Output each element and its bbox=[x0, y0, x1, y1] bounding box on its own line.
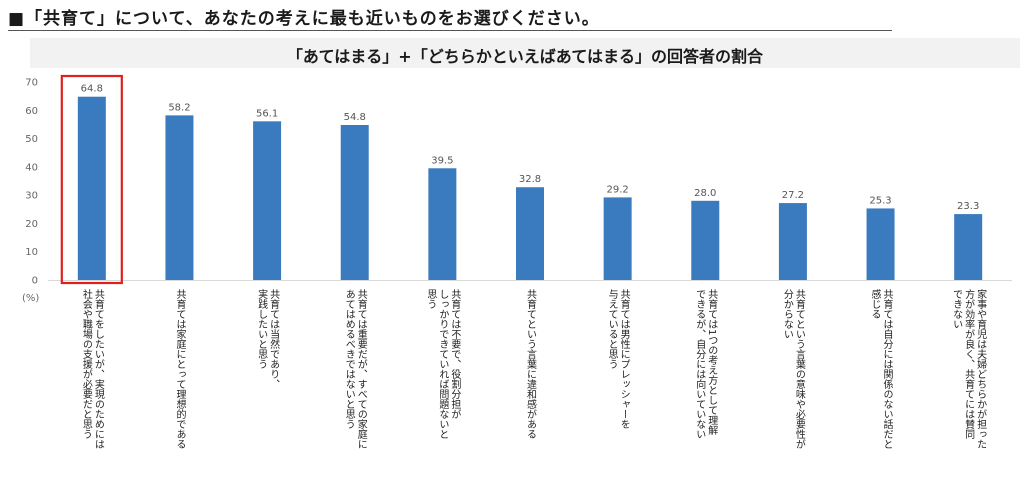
y-tick-label: 50 bbox=[25, 134, 38, 145]
category-label-line: 実践したいと思う bbox=[256, 288, 268, 369]
data-label: 27.2 bbox=[782, 190, 804, 201]
data-label: 32.8 bbox=[519, 174, 541, 185]
bar bbox=[340, 124, 369, 280]
data-label: 23.3 bbox=[957, 201, 979, 212]
category-label-line: できるが、自分には向いていない bbox=[694, 289, 706, 439]
bar bbox=[77, 96, 106, 280]
category-label-line: 共育ては家庭にとって理想的である bbox=[174, 289, 186, 449]
category-label-line: 共育ては自分には関係のない話だと bbox=[881, 289, 893, 449]
category-label-line: 与えていると思う bbox=[606, 289, 618, 369]
data-label: 64.8 bbox=[81, 84, 103, 95]
y-tick-label: 30 bbox=[25, 191, 38, 202]
bar bbox=[253, 121, 282, 281]
bar bbox=[603, 197, 632, 280]
chart-title-band: 「あてはまる」+「どちらかといえばあてはまる」の回答者の割合 bbox=[30, 38, 1020, 68]
y-tick-label: 0 bbox=[32, 276, 38, 287]
data-label: 58.2 bbox=[168, 102, 190, 113]
category-label-line: しっかりできていれば問題ないと bbox=[437, 289, 449, 439]
bars bbox=[60, 74, 983, 285]
category-label-line: 方が効率が良く、共育てには賛同 bbox=[963, 288, 975, 440]
category-label-line: 感じる bbox=[869, 288, 881, 319]
data-label: 25.3 bbox=[869, 195, 891, 206]
category-label-line: できない bbox=[951, 289, 963, 329]
bar bbox=[866, 208, 895, 280]
category-label-line: あてはめるべきではないと思う bbox=[343, 289, 355, 429]
category-label-line: 分からない bbox=[781, 289, 793, 339]
category-label: 共育てという言葉に違和感がある bbox=[525, 289, 537, 439]
category-label-line: 思う bbox=[425, 289, 437, 309]
y-axis: 0 10 20 30 40 50 60 70 bbox=[25, 78, 1012, 287]
question-divider bbox=[8, 30, 892, 31]
data-label: 54.8 bbox=[344, 112, 366, 123]
bar bbox=[428, 168, 457, 280]
category-label-line: 共育てという言葉の意味や必要性が bbox=[793, 289, 805, 449]
question-heading: ■「共育て」について、あなたの考えに最も近いものをお選びください。 bbox=[8, 9, 600, 29]
y-tick-label: 40 bbox=[25, 162, 38, 173]
y-tick-label: 20 bbox=[25, 219, 38, 230]
highlight-box bbox=[60, 74, 123, 285]
category-label-line: 家事や育児は夫婦どちらかが担った bbox=[975, 288, 987, 449]
data-label: 29.2 bbox=[607, 184, 629, 195]
bar bbox=[778, 203, 807, 280]
y-tick-label: 70 bbox=[25, 78, 38, 89]
category-label-line: 共育ては男性にプレッシャーを bbox=[618, 289, 630, 429]
bar bbox=[165, 115, 194, 281]
bar bbox=[954, 214, 983, 280]
data-label: 28.0 bbox=[694, 188, 716, 199]
category-label: 共育ては当然であり、実践したいと思う bbox=[256, 288, 280, 389]
y-tick-label: 10 bbox=[25, 247, 38, 258]
data-label: 39.5 bbox=[431, 155, 453, 166]
category-label: 共育ては家庭にとって理想的である bbox=[174, 289, 186, 449]
bar bbox=[691, 200, 720, 280]
data-label: 56.1 bbox=[256, 108, 278, 119]
chart-title: 「あてはまる」+「どちらかといえばあてはまる」の回答者の割合 bbox=[286, 47, 764, 66]
category-label-line: 共育ては重要だが、すべての家庭に bbox=[355, 289, 367, 449]
category-label-line: 共育ては当然であり、 bbox=[268, 289, 280, 389]
category-label-line: 社会や職場の支援が必要だと思う bbox=[80, 288, 92, 439]
bar bbox=[516, 187, 544, 280]
category-label-line: 共育てという言葉に違和感がある bbox=[525, 289, 537, 439]
y-axis-unit: (%) bbox=[22, 293, 39, 304]
value-labels: 64.8 58.2 56.1 54.8 39.5 32.8 29.2 28.0 27.2 25.3… bbox=[81, 84, 980, 212]
y-tick-label: 60 bbox=[25, 106, 38, 117]
category-label-line: 共育ては1つの考え方として理解 bbox=[706, 289, 718, 436]
category-label-line: 共育てをしたいが、実現のためには bbox=[92, 289, 104, 449]
category-label-line: 共育ては不要で、役割分担が bbox=[449, 289, 461, 419]
